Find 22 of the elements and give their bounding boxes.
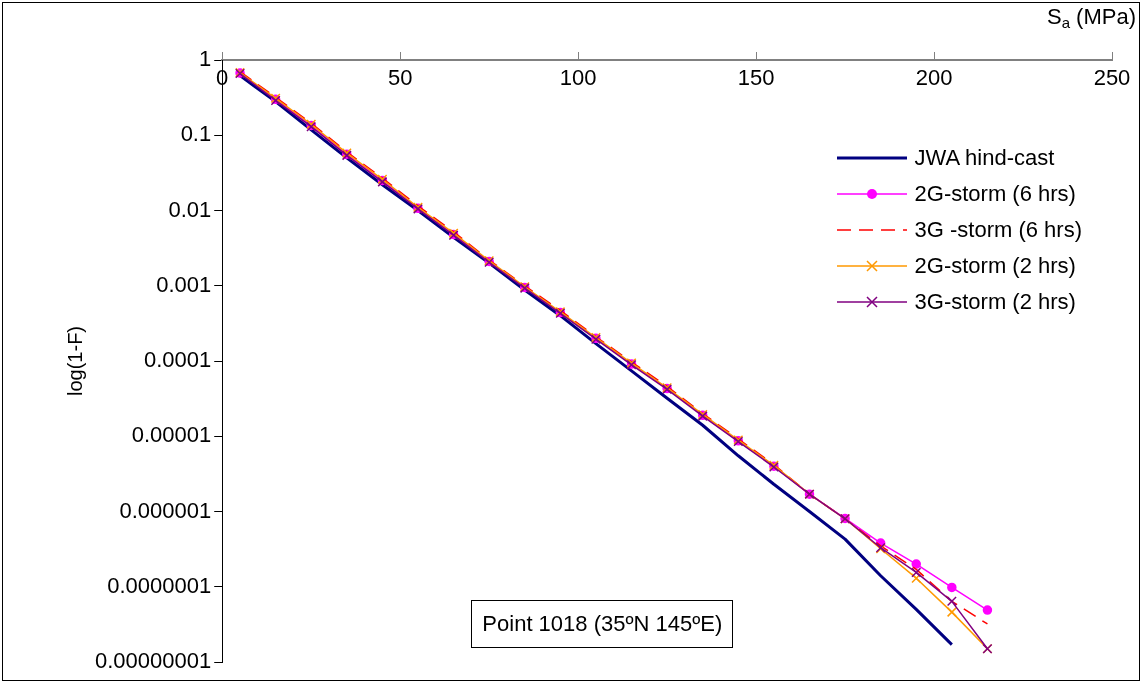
x-tick-label: 150 bbox=[737, 65, 775, 91]
y-tick-label: 0.001 bbox=[156, 271, 212, 297]
y-tick-label: 0.0000001 bbox=[107, 572, 212, 598]
y-tick-label: 0.00000001 bbox=[95, 648, 212, 674]
y-tick-label: 0.0001 bbox=[143, 347, 212, 373]
y-tick-label: 1 bbox=[198, 46, 212, 72]
legend-label: 3G-storm (2 hrs) bbox=[914, 288, 1076, 316]
x-tick-label: 250 bbox=[1093, 65, 1131, 91]
x-tick-label: 100 bbox=[559, 65, 597, 91]
legend-label: 3G -storm (6 hrs) bbox=[914, 216, 1082, 244]
y-axis-title: log(1-F) bbox=[63, 325, 86, 397]
legend-label: 2G-storm (6 hrs) bbox=[914, 180, 1076, 208]
x-axis-title: S$_{a}$ (MPa) bbox=[1046, 4, 1136, 31]
y-tick-label: 0.00001 bbox=[131, 422, 212, 448]
x-tick-label: 50 bbox=[387, 65, 413, 91]
annotation: Point 1018 (35ºN 145ºE) bbox=[471, 600, 734, 648]
y-tick-label: 0.1 bbox=[180, 121, 212, 147]
x-tick-label: 200 bbox=[915, 65, 953, 91]
legend-label: JWA hind-cast bbox=[914, 144, 1055, 172]
legend-label: 2G-storm (2 hrs) bbox=[914, 252, 1076, 280]
y-tick-label: 0.01 bbox=[168, 196, 212, 222]
y-tick-label: 0.000001 bbox=[119, 497, 212, 523]
